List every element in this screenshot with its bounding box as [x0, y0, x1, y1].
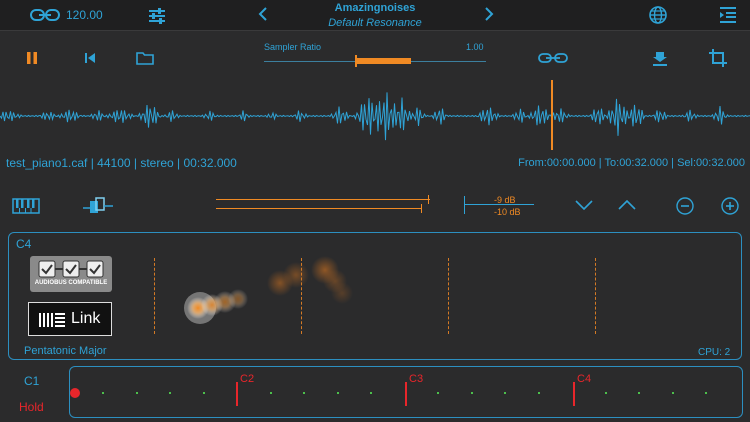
sampler-ratio-label: Sampler Ratio [264, 42, 322, 52]
level-meter-bottom [216, 208, 422, 209]
level-meter-top [216, 199, 430, 200]
hold-toggle[interactable]: Hold [19, 400, 44, 414]
touch-trail [180, 255, 370, 335]
crop-icon[interactable] [708, 48, 728, 68]
octave-marker-c2 [236, 382, 238, 406]
rewind-icon[interactable] [84, 52, 96, 64]
octave-label-c4: C4 [577, 373, 592, 385]
playhead[interactable] [551, 80, 553, 150]
sampler-ratio-fill [356, 58, 411, 64]
keyboard-tick [538, 392, 540, 394]
keyboard-tick [169, 392, 171, 394]
selection-range: From:00:00.000 | To:00:32.000 | Sel:00:3… [518, 157, 745, 169]
keyboard-tick [705, 392, 707, 394]
top-bar [0, 0, 750, 31]
xy-pad[interactable] [8, 232, 742, 360]
waveform-path [0, 92, 750, 141]
cpu-readout: CPU: 2 [698, 347, 731, 358]
link-icon[interactable] [30, 8, 60, 22]
octave-label-c2: C2 [240, 373, 255, 385]
keyboard-tick [471, 392, 473, 394]
audiobus-logo [38, 260, 104, 278]
keyboard-tick [270, 392, 272, 394]
sampler-ratio-thumb[interactable] [354, 55, 357, 67]
audiobus-label: AUDIOBUS COMPATIBLE [34, 280, 108, 286]
level-peak-top [428, 195, 429, 204]
keyboard-tick [638, 392, 640, 394]
pad-grid-line [595, 258, 596, 334]
keyboard-tick [303, 392, 305, 394]
keyboard-tick [605, 392, 607, 394]
keyboard-tick [203, 392, 205, 394]
file-info: test_piano1.caf | 44100 | stereo | 00:32… [6, 156, 237, 170]
keyboard-position-dot[interactable] [70, 388, 80, 398]
octave-label-c3: C3 [409, 373, 424, 385]
chevron-down-icon[interactable] [575, 200, 593, 210]
octave-marker-c3 [405, 382, 407, 406]
keyboard-tick [102, 392, 104, 394]
audiobus-badge: AUDIOBUS COMPATIBLE [30, 256, 112, 292]
chevron-up-icon[interactable] [618, 200, 636, 210]
touch-trail-graphic [184, 256, 353, 324]
keyboard-tick [504, 392, 506, 394]
keyboard-tick [370, 392, 372, 394]
level-peak-bottom [421, 204, 422, 213]
audio-unit-icon[interactable] [82, 196, 114, 216]
download-icon[interactable] [652, 50, 668, 66]
next-preset-icon[interactable] [484, 6, 494, 22]
waveform[interactable] [0, 80, 750, 152]
db-readout-bottom: -10 dB [494, 207, 521, 217]
menu-collapse-icon[interactable] [718, 5, 738, 25]
link-badge: Link [28, 302, 112, 336]
keyboard-tick [136, 392, 138, 394]
globe-icon[interactable] [648, 5, 668, 25]
keyboard-tick [672, 392, 674, 394]
pad-root-note: C4 [16, 237, 32, 251]
level-divider [464, 196, 465, 214]
zoom-in-icon[interactable] [721, 197, 739, 215]
sliders-icon[interactable] [148, 8, 166, 24]
keyboard-base-note: C1 [24, 374, 40, 388]
keyboard-tick [337, 392, 339, 394]
zoom-out-icon[interactable] [676, 197, 694, 215]
level-baseline [464, 204, 534, 205]
piano-keyboard-icon[interactable] [12, 198, 40, 214]
scale-name[interactable]: Pentatonic Major [24, 345, 107, 357]
prev-preset-icon[interactable] [258, 6, 268, 22]
octave-marker-c4 [573, 382, 575, 406]
waveform-graphic [0, 92, 750, 141]
pad-grid-line [154, 258, 155, 334]
preset-name[interactable]: Default Resonance [328, 17, 422, 29]
link-logo-icon [39, 313, 65, 327]
pause-icon[interactable] [26, 51, 38, 65]
folder-icon[interactable] [136, 51, 154, 65]
keyboard-strip[interactable] [69, 366, 743, 418]
pad-grid-line [448, 258, 449, 334]
pad-grid-line [301, 258, 302, 334]
app-title: Amazingnoises [334, 2, 416, 14]
keyboard-tick [437, 392, 439, 394]
link-label: Link [71, 310, 101, 327]
sampler-ratio-value: 1.00 [466, 42, 484, 52]
link-sync-icon[interactable] [538, 52, 568, 64]
db-readout-top: -9 dB [494, 195, 516, 205]
tempo-value[interactable]: 120.00 [66, 8, 103, 22]
